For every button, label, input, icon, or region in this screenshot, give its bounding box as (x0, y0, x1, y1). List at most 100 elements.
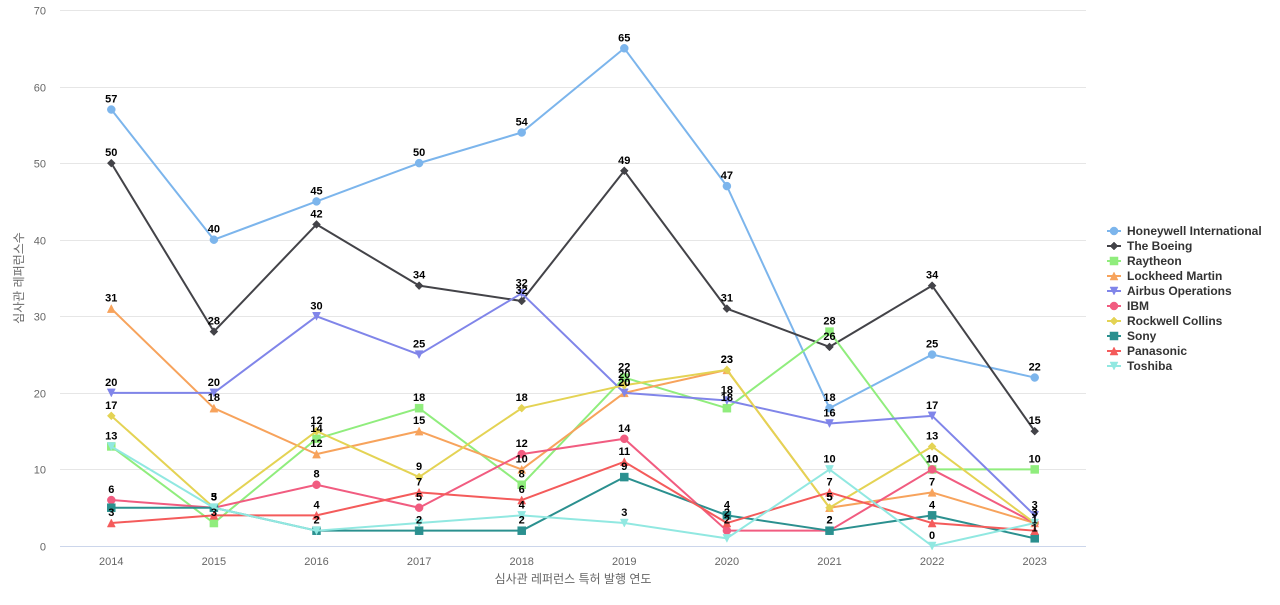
data-label: 4 (519, 499, 526, 511)
data-label: 8 (519, 469, 525, 481)
data-label: 22 (1029, 362, 1041, 374)
series-airbus-operations (106, 289, 1040, 520)
data-point (927, 411, 937, 421)
data-point (106, 388, 116, 398)
data-label: 2 (826, 515, 832, 527)
legend-item[interactable]: Rockwell Collins (1107, 314, 1223, 328)
data-point (414, 526, 424, 535)
data-label: 28 (823, 316, 835, 328)
data-label: 10 (823, 453, 835, 465)
data-point (414, 487, 424, 497)
data-label: 30 (310, 300, 322, 312)
legend-item[interactable]: Sony (1107, 329, 1157, 343)
data-label: 7 (826, 476, 832, 488)
data-label: 23 (721, 354, 733, 366)
legend-item[interactable]: IBM (1107, 299, 1149, 313)
series-line (110, 292, 1036, 517)
data-label: 28 (208, 316, 220, 328)
data-label: 34 (926, 270, 939, 282)
y-tick-label: 50 (34, 159, 46, 171)
data-point (620, 472, 629, 482)
x-tick-label: 2018 (509, 556, 533, 568)
data-point (209, 327, 219, 336)
data-label: 2 (519, 515, 525, 527)
x-tick-label: 2019 (612, 556, 636, 568)
data-point (1030, 518, 1040, 528)
data-label: 3 (108, 507, 114, 519)
legend-label: Sony (1127, 329, 1157, 343)
data-point (312, 197, 321, 206)
data-point (825, 419, 834, 429)
data-point (209, 235, 219, 244)
legend-label: Raytheon (1127, 254, 1182, 268)
data-label: 18 (721, 385, 733, 397)
legend-item[interactable]: Toshiba (1107, 359, 1172, 373)
y-tick-label: 30 (34, 312, 46, 324)
x-tick-label: 2017 (407, 556, 431, 568)
legend-item[interactable]: Honeywell International (1107, 224, 1262, 238)
data-label: 49 (618, 155, 630, 167)
data-point (825, 465, 834, 474)
data-point (517, 403, 527, 413)
data-label: 1 (1032, 522, 1038, 534)
legend-item[interactable]: The Boeing (1107, 239, 1192, 253)
data-label: 6 (519, 484, 525, 496)
data-point (825, 327, 834, 336)
y-tick-label: 20 (34, 389, 46, 401)
data-label: 9 (621, 461, 627, 473)
data-point (107, 105, 116, 114)
legend-label: IBM (1127, 299, 1149, 313)
legend-item[interactable]: Lockheed Martin (1107, 269, 1222, 283)
data-label: 2 (724, 515, 730, 527)
data-point (312, 480, 321, 489)
data-point (517, 289, 527, 298)
x-axis-title: 심사관 레퍼런스 특허 발행 연도 (495, 571, 652, 586)
data-label: 7 (929, 476, 935, 488)
data-label: 3 (211, 492, 217, 504)
y-tick-label: 60 (34, 83, 46, 95)
data-point (414, 350, 424, 360)
data-point (825, 503, 834, 513)
data-label: 8 (313, 469, 319, 481)
data-label: 18 (516, 392, 528, 404)
data-label: 18 (823, 392, 835, 404)
y-tick-label: 10 (34, 465, 46, 477)
data-label: 25 (413, 339, 425, 351)
data-point (209, 388, 219, 398)
data-label: 3 (1032, 507, 1038, 519)
data-point (825, 526, 834, 535)
legend-item[interactable]: Panasonic (1107, 344, 1187, 358)
data-label: 2 (724, 507, 730, 519)
data-point (106, 442, 116, 452)
data-point (927, 518, 937, 528)
data-point (312, 312, 321, 321)
data-point (722, 304, 732, 313)
data-label: 54 (516, 117, 529, 129)
data-label: 12 (310, 438, 322, 450)
data-labels: 5740455054654718252250284234324931263415… (105, 32, 1041, 542)
data-label: 4 (929, 499, 936, 511)
data-label: 17 (926, 400, 938, 412)
data-label: 22 (618, 362, 630, 374)
data-label: 42 (310, 208, 322, 220)
data-point (414, 503, 424, 512)
data-point (1030, 465, 1039, 474)
legend-item[interactable]: Raytheon (1107, 254, 1182, 268)
data-label: 20 (618, 377, 630, 389)
series-lockheed-martin (106, 304, 1040, 528)
legend-marker (1109, 286, 1119, 296)
x-tick-label: 2020 (715, 556, 739, 568)
data-label: 20 (208, 377, 220, 389)
data-label: 20 (618, 377, 630, 389)
data-label: 16 (823, 407, 835, 419)
data-label: 13 (926, 430, 938, 442)
data-point (106, 411, 116, 421)
x-tick-label: 2015 (202, 556, 226, 568)
data-point (414, 158, 424, 168)
data-label: 2 (416, 515, 422, 527)
data-point (312, 220, 321, 229)
legend-item[interactable]: Airbus Operations (1107, 284, 1232, 298)
x-tick-label: 2016 (304, 556, 328, 568)
